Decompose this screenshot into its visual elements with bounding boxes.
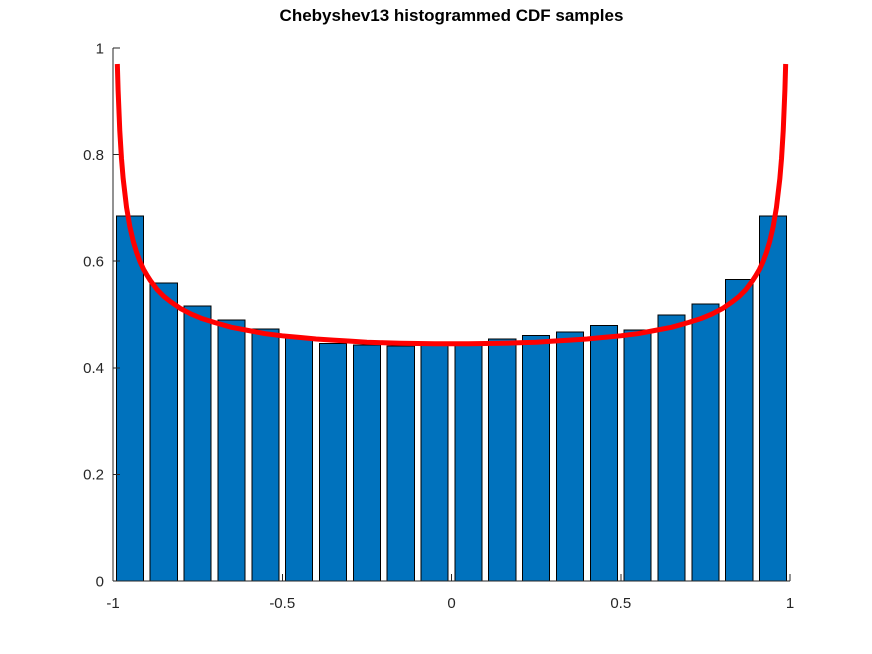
histogram-bar: [386, 345, 415, 582]
histogram-bar: [488, 338, 517, 582]
y-tick-label: 0: [96, 573, 104, 590]
x-tick-label: 1: [786, 595, 794, 612]
histogram-bar: [352, 344, 381, 582]
histogram-bar: [318, 342, 348, 582]
chart-title: Chebyshev13 histogrammed CDF samples: [279, 6, 624, 25]
histogram-bar: [183, 305, 212, 582]
y-tick-label: 1: [96, 40, 104, 57]
histogram-bar: [725, 278, 754, 582]
histogram-bar: [217, 319, 246, 582]
histogram-bar: [691, 303, 720, 582]
histogram-bar: [589, 325, 618, 582]
histogram-bar: [657, 314, 686, 582]
histogram-bar: [522, 334, 551, 582]
histogram-bar: [759, 215, 788, 582]
histogram-bar: [623, 329, 652, 582]
y-tick-label: 0.6: [83, 253, 104, 270]
histogram-bar: [555, 331, 585, 582]
density-curve: [114, 63, 789, 347]
histogram-bar: [115, 215, 144, 582]
y-tick-label: 0.4: [83, 360, 104, 377]
histogram-bar: [285, 336, 314, 582]
x-tick-label: 0.5: [610, 595, 631, 612]
x-tick-label: -1: [106, 595, 119, 612]
histogram-bar: [149, 282, 178, 582]
histogram-bar: [454, 344, 483, 582]
x-tick-label: 0: [447, 595, 455, 612]
y-tick-label: 0.8: [83, 147, 104, 164]
x-tick-label: -0.5: [269, 595, 295, 612]
y-tick-label: 0.2: [83, 467, 104, 484]
histogram-bar: [420, 344, 449, 582]
histogram-bar: [251, 328, 280, 582]
